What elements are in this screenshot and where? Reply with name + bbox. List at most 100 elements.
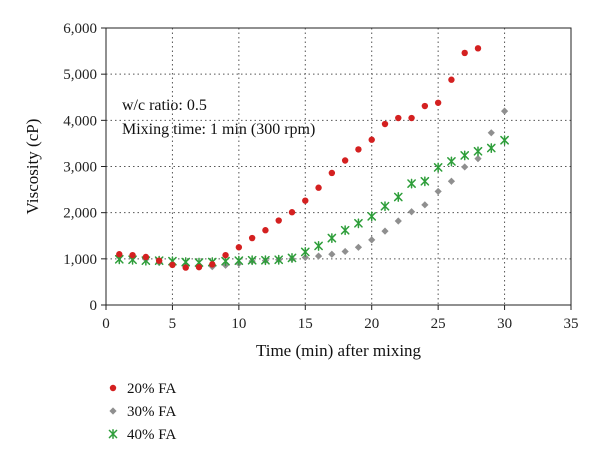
data-point-20-fa (381, 120, 389, 128)
x-tick-label: 5 (169, 316, 177, 332)
data-point-40-fa (261, 255, 270, 266)
data-point-20-fa (408, 114, 415, 122)
x-tick-label: 25 (431, 316, 446, 332)
data-point-40-fa (473, 146, 483, 157)
data-point-40-fa (300, 246, 310, 257)
y-tick-label: 4,000 (63, 113, 97, 129)
legend-marker-30-fa (109, 407, 117, 415)
data-point-30-fa (354, 243, 363, 251)
data-point-40-fa (380, 201, 390, 212)
data-point-30-fa (434, 187, 442, 196)
x-tick-label: 20 (364, 316, 379, 332)
data-point-20-fa (182, 264, 189, 271)
axis-ticks: 0 5 10 15 20 25 30 35 0 1,000 2,000 3,000 4,000 5,000… (63, 21, 578, 332)
data-point-30-fa (328, 250, 336, 258)
data-point-40-fa (274, 254, 284, 265)
data-point-30-fa (314, 252, 323, 260)
legend-item-30-fa: 30% FA (109, 404, 176, 420)
y-tick-label: 2,000 (63, 206, 97, 222)
legend-marker-40-fa (108, 429, 118, 439)
data-point-40-fa (407, 178, 416, 189)
y-tick-label: 5,000 (63, 67, 97, 83)
data-point-20-fa (355, 146, 362, 153)
data-point-40-fa (447, 156, 456, 167)
x-tick-label: 0 (102, 316, 110, 332)
y-tick-label: 0 (90, 298, 98, 314)
y-tick-label: 1,000 (63, 252, 97, 268)
data-point-20-fa (341, 157, 349, 164)
data-point-40-fa (221, 256, 230, 267)
data-point-40-fa (420, 176, 430, 187)
data-point-30-fa (368, 236, 376, 244)
y-tick-label: 6,000 (63, 21, 97, 37)
data-point-20-fa (262, 227, 269, 234)
y-axis-label: Viscosity (cP) (23, 119, 42, 215)
data-point-40-fa (327, 233, 337, 244)
data-point-30-fa (301, 253, 309, 262)
data-point-20-fa (248, 234, 256, 242)
legend: 20% FA 30% FA 40% FA (108, 381, 176, 443)
data-point-20-fa (142, 253, 150, 261)
data-point-20-fa (421, 102, 429, 110)
data-point-30-fa (474, 155, 482, 163)
data-point-20-fa (328, 169, 336, 177)
x-tick-label: 15 (298, 316, 313, 332)
data-point-40-fa (314, 240, 323, 251)
legend-label-30-fa: 30% FA (127, 404, 176, 420)
data-point-40-fa (287, 252, 297, 263)
data-point-20-fa (235, 244, 243, 251)
data-point-20-fa (395, 114, 402, 122)
data-point-30-fa (381, 227, 389, 235)
data-point-20-fa (129, 251, 136, 259)
data-point-20-fa (448, 76, 455, 83)
data-point-20-fa (368, 136, 375, 143)
data-point-20-fa (315, 184, 322, 191)
data-point-20-fa (288, 209, 296, 216)
series-40-fa (114, 135, 509, 268)
data-point-20-fa (434, 99, 442, 106)
data-point-30-fa (500, 107, 509, 115)
data-point-40-fa (354, 218, 363, 229)
data-point-40-fa (247, 255, 257, 266)
data-point-30-fa (407, 208, 416, 216)
data-point-30-fa (447, 177, 456, 185)
data-point-20-fa (116, 251, 123, 258)
x-tick-label: 10 (231, 316, 246, 332)
x-tick-label: 35 (564, 316, 579, 332)
data-point-30-fa (341, 247, 349, 256)
data-point-40-fa (486, 143, 496, 153)
data-point-20-fa (222, 251, 229, 259)
data-point-20-fa (169, 261, 176, 269)
x-tick-label: 30 (497, 316, 512, 332)
data-point-40-fa (367, 211, 377, 222)
data-point-40-fa (460, 150, 470, 161)
data-point-40-fa (500, 135, 509, 146)
data-point-20-fa (195, 263, 203, 271)
y-tick-label: 3,000 (63, 160, 97, 176)
annotation-mixing-time: Mixing time: 1 min (300 rpm) (122, 121, 315, 138)
data-point-20-fa (155, 257, 163, 264)
data-point-20-fa (209, 261, 216, 268)
data-point-30-fa (394, 217, 402, 225)
data-point-30-fa (461, 163, 469, 171)
legend-marker-20-fa (109, 384, 117, 392)
data-points (114, 45, 509, 271)
data-point-20-fa (474, 45, 482, 52)
data-point-40-fa (234, 255, 244, 266)
legend-label-40-fa: 40% FA (127, 427, 176, 443)
data-point-20-fa (275, 217, 282, 224)
data-point-40-fa (393, 192, 403, 202)
data-point-20-fa (302, 197, 309, 204)
legend-label-20-fa: 20% FA (127, 381, 176, 397)
legend-item-40-fa: 40% FA (108, 427, 176, 443)
data-point-40-fa (340, 225, 350, 236)
data-point-30-fa (421, 201, 429, 209)
data-point-30-fa (487, 129, 495, 137)
annotation-wc-ratio: w/c ratio: 0.5 (122, 97, 207, 114)
data-point-20-fa (461, 49, 468, 57)
x-axis-label: Time (min) after mixing (256, 341, 422, 360)
data-point-40-fa (433, 162, 443, 173)
legend-item-20-fa: 20% FA (109, 381, 176, 397)
series-20-fa (116, 45, 482, 271)
